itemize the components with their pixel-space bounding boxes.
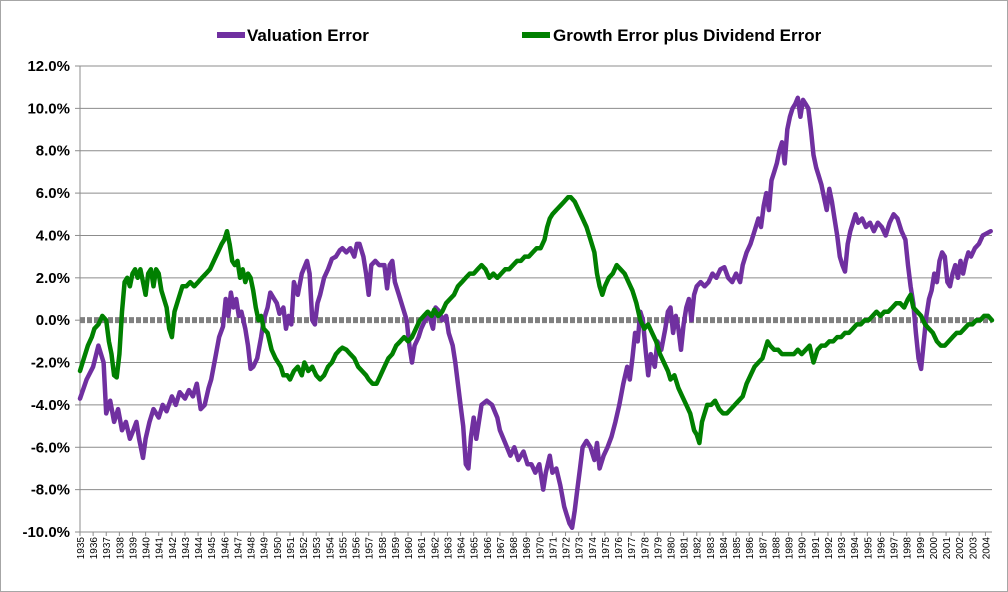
x-tick-label: 1941	[155, 537, 166, 560]
x-tick-label: 1965	[470, 537, 481, 560]
x-tick-label: 1986	[745, 537, 756, 560]
x-tick-label: 1968	[509, 537, 520, 560]
x-tick-label: 1946	[220, 537, 231, 560]
x-tick-label: 1938	[115, 537, 126, 560]
x-tick-label: 1962	[430, 537, 441, 560]
x-tick-label: 1972	[562, 537, 573, 560]
axes	[75, 65, 992, 536]
x-tick-label: 1937	[102, 537, 113, 560]
x-tick-label: 1988	[771, 537, 782, 560]
series-lines	[77, 95, 995, 531]
x-tick-label: 1997	[890, 537, 901, 560]
y-tick-label: 8.0%	[36, 143, 70, 160]
x-tick-label: 1979	[653, 537, 664, 560]
x-tick-label: 1992	[824, 537, 835, 560]
x-tick-label: 1987	[758, 537, 769, 560]
x-tick-label: 1969	[522, 537, 533, 560]
y-tick-label: -2.0%	[31, 355, 70, 372]
x-tick-label: 1936	[89, 537, 100, 560]
x-tick-label: 1955	[338, 537, 349, 560]
x-tick-label: 1948	[247, 537, 258, 560]
x-tick-label: 1947	[233, 537, 244, 560]
x-tick-label: 1976	[614, 537, 625, 560]
legend: Valuation Error Growth Error plus Divide…	[217, 26, 822, 45]
x-tick-label: 1952	[299, 537, 310, 560]
x-tick-label: 1967	[496, 537, 507, 560]
x-tick-label: 1983	[706, 537, 717, 560]
valuation-error-line	[77, 95, 993, 531]
x-tick-label: 2003	[968, 537, 979, 560]
y-tick-label: 10.0%	[27, 100, 70, 117]
x-tick-label: 1995	[863, 537, 874, 560]
x-tick-label: 1975	[601, 537, 612, 560]
x-tick-label: 1957	[365, 537, 376, 560]
x-tick-label: 1964	[457, 537, 468, 560]
x-tick-label: 1996	[876, 537, 887, 560]
x-tick-label: 1977	[627, 537, 638, 560]
x-tick-label: 1984	[719, 537, 730, 560]
x-tick-label: 1960	[404, 537, 415, 560]
x-tick-label: 1980	[667, 537, 678, 560]
x-tick-label: 1985	[732, 537, 743, 560]
x-tick-label: 1954	[325, 537, 336, 560]
x-tick-label: 1944	[194, 537, 205, 560]
x-tick-label: 1951	[286, 537, 297, 560]
x-tick-label: 1990	[798, 537, 809, 560]
x-axis-tick-labels: 1935 1936 1937 1938 1939 1940 1941 1942 1943 1944…	[76, 537, 992, 560]
x-tick-label: 1989	[785, 537, 796, 560]
y-tick-label: 2.0%	[36, 270, 70, 287]
y-tick-label: -10.0%	[22, 524, 70, 541]
x-tick-label: 1998	[903, 537, 914, 560]
x-tick-label: 1991	[811, 537, 822, 560]
x-tick-label: 1958	[378, 537, 389, 560]
x-tick-label: 1945	[207, 537, 218, 560]
x-tick-label: 1950	[273, 537, 284, 560]
x-tick-label: 1963	[443, 537, 454, 560]
gridlines	[80, 65, 992, 533]
x-tick-label: 2002	[955, 537, 966, 560]
x-tick-label: 1949	[260, 537, 271, 560]
y-axis-tick-labels: 12.0% 10.0% 8.0% 6.0% 4.0% 2.0% 0.0% -2.0% -4.0%…	[22, 58, 70, 541]
x-tick-label: 1935	[76, 537, 87, 560]
x-tick-label: 1953	[312, 537, 323, 560]
x-tick-label: 1959	[391, 537, 402, 560]
x-tick-label: 1940	[142, 537, 153, 560]
x-tick-label: 2001	[942, 537, 953, 560]
x-tick-label: 1974	[588, 537, 599, 560]
y-tick-label: 4.0%	[36, 227, 70, 244]
y-tick-label: 12.0%	[27, 58, 70, 75]
x-tick-label: 1966	[483, 537, 494, 560]
x-tick-label: 1961	[417, 537, 428, 560]
x-tick-label: 1981	[680, 537, 691, 560]
legend-label-growth-dividend-error: Growth Error plus Dividend Error	[553, 26, 822, 45]
x-tick-label: 1999	[916, 537, 927, 560]
x-tick-label: 1956	[352, 537, 363, 560]
x-tick-label: 1978	[640, 537, 651, 560]
x-tick-label: 1994	[850, 537, 861, 560]
x-tick-label: 2004	[981, 537, 992, 560]
y-tick-label: 0.0%	[36, 312, 70, 329]
x-tick-label: 1993	[837, 537, 848, 560]
x-tick-label: 1970	[535, 537, 546, 560]
y-tick-label: -6.0%	[31, 439, 70, 456]
x-tick-label: 1942	[168, 537, 179, 560]
x-tick-label: 1973	[575, 537, 586, 560]
x-tick-label: 1982	[693, 537, 704, 560]
growth-dividend-error-line	[77, 195, 995, 446]
legend-label-valuation-error: Valuation Error	[247, 26, 369, 45]
y-tick-label: 6.0%	[36, 185, 70, 202]
y-tick-label: -4.0%	[31, 397, 70, 414]
x-tick-label: 2000	[929, 537, 940, 560]
x-tick-label: 1971	[548, 537, 559, 560]
x-tick-label: 1939	[128, 537, 139, 560]
y-tick-label: -8.0%	[31, 482, 70, 499]
x-tick-label: 1943	[181, 537, 192, 560]
